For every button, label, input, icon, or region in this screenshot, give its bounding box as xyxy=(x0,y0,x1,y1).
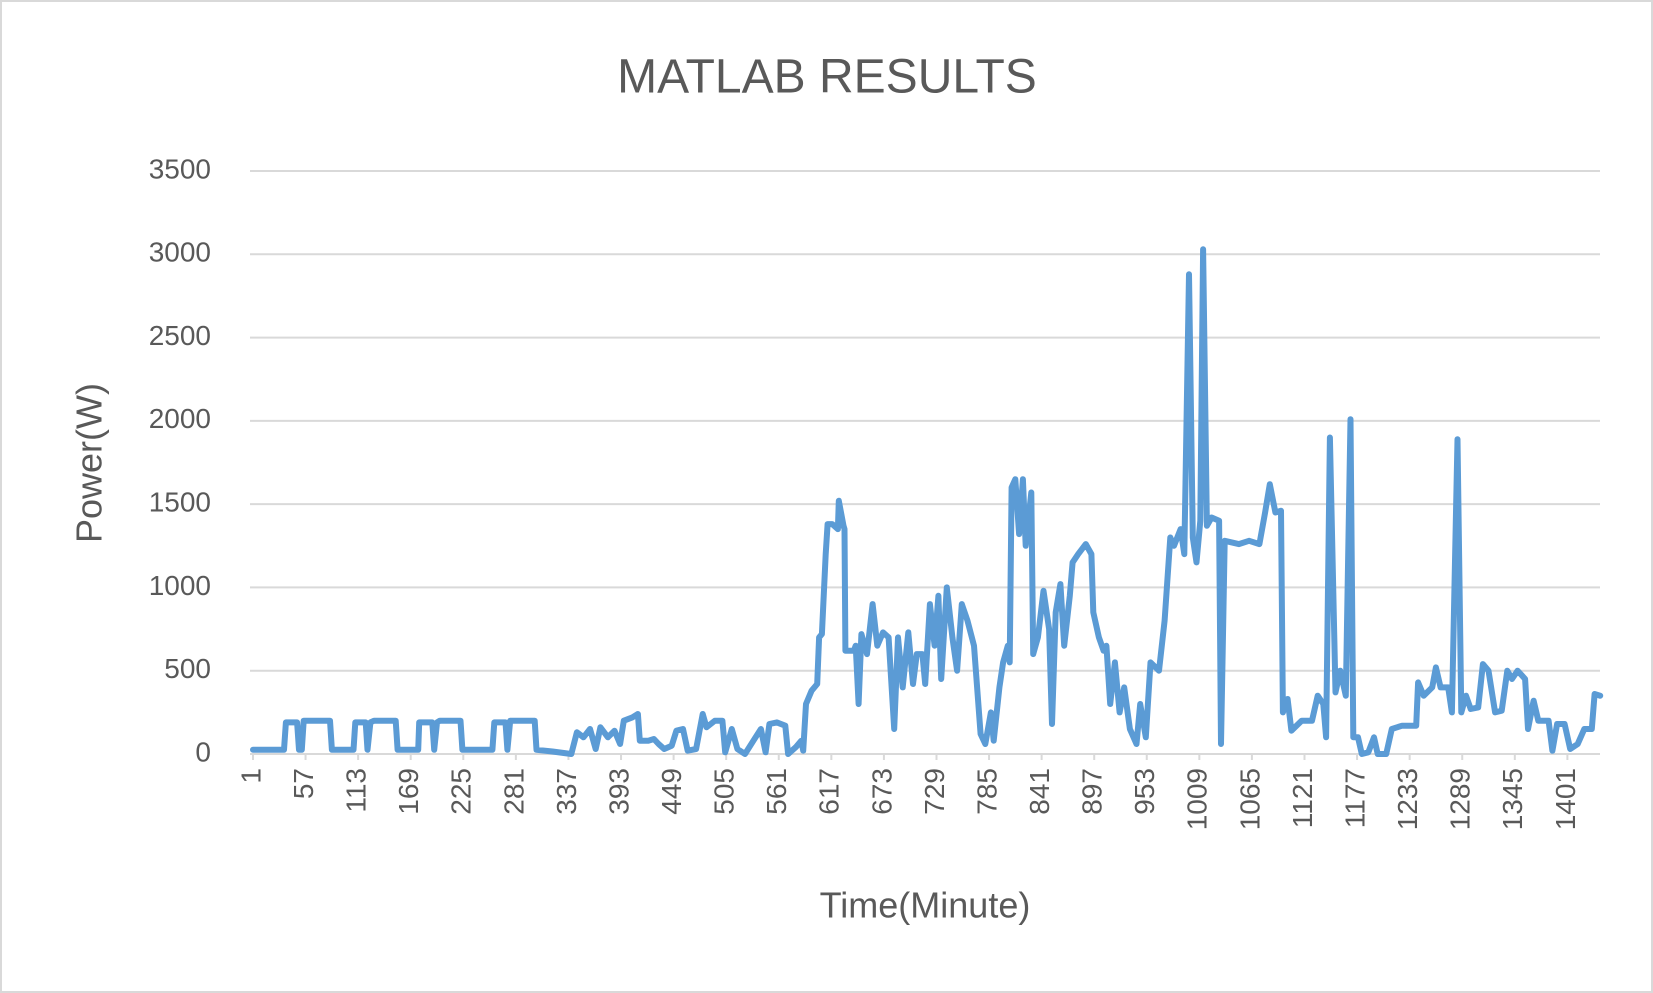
y-tick-label: 0 xyxy=(195,736,211,767)
x-tick-label: 57 xyxy=(288,768,319,799)
x-tick-label: 1401 xyxy=(1550,768,1581,830)
x-tick-label: 449 xyxy=(656,768,687,815)
data-line xyxy=(250,246,1604,757)
x-tick-label: 729 xyxy=(919,768,950,815)
x-tick-label: 561 xyxy=(761,768,792,815)
x-tick-label: 617 xyxy=(814,768,845,815)
x-tick-label: 113 xyxy=(341,768,372,813)
x-tick-label: 1345 xyxy=(1497,768,1528,830)
x-tick-label: 1 xyxy=(235,768,266,784)
x-tick-label: 1121 xyxy=(1287,768,1318,828)
x-tick-label: 337 xyxy=(551,768,582,815)
x-tick-label: 1289 xyxy=(1445,768,1476,830)
x-tick-label: 673 xyxy=(866,768,897,815)
y-tick-label: 2000 xyxy=(149,403,211,434)
x-axis-title: Time(Minute) xyxy=(820,885,1031,926)
x-tick-label: 505 xyxy=(709,768,740,815)
y-tick-label: 3500 xyxy=(149,153,211,184)
x-tick-label: 1009 xyxy=(1182,768,1213,830)
y-tick-label: 1000 xyxy=(149,570,211,601)
x-tick-label: 169 xyxy=(393,768,424,815)
x-tick-label: 841 xyxy=(1024,768,1055,815)
x-tick-label: 1233 xyxy=(1392,768,1423,830)
x-tick-label: 1177 xyxy=(1339,768,1370,828)
y-tick-label: 1500 xyxy=(149,487,211,518)
x-tick-label: 393 xyxy=(603,768,634,815)
y-tick-label: 2500 xyxy=(149,320,211,351)
x-tick-label: 225 xyxy=(446,768,477,815)
x-tick-label: 1065 xyxy=(1234,768,1265,830)
x-tick-label: 281 xyxy=(498,768,529,815)
x-tick-label: 897 xyxy=(1077,768,1108,815)
y-axis-title: Power(W) xyxy=(69,383,110,543)
y-tick-label: 500 xyxy=(164,653,211,684)
y-tick-label: 3000 xyxy=(149,237,211,268)
x-tick-label: 785 xyxy=(971,768,1002,815)
x-tick-label: 953 xyxy=(1129,768,1160,815)
chart-title: MATLAB RESULTS xyxy=(617,51,1037,104)
